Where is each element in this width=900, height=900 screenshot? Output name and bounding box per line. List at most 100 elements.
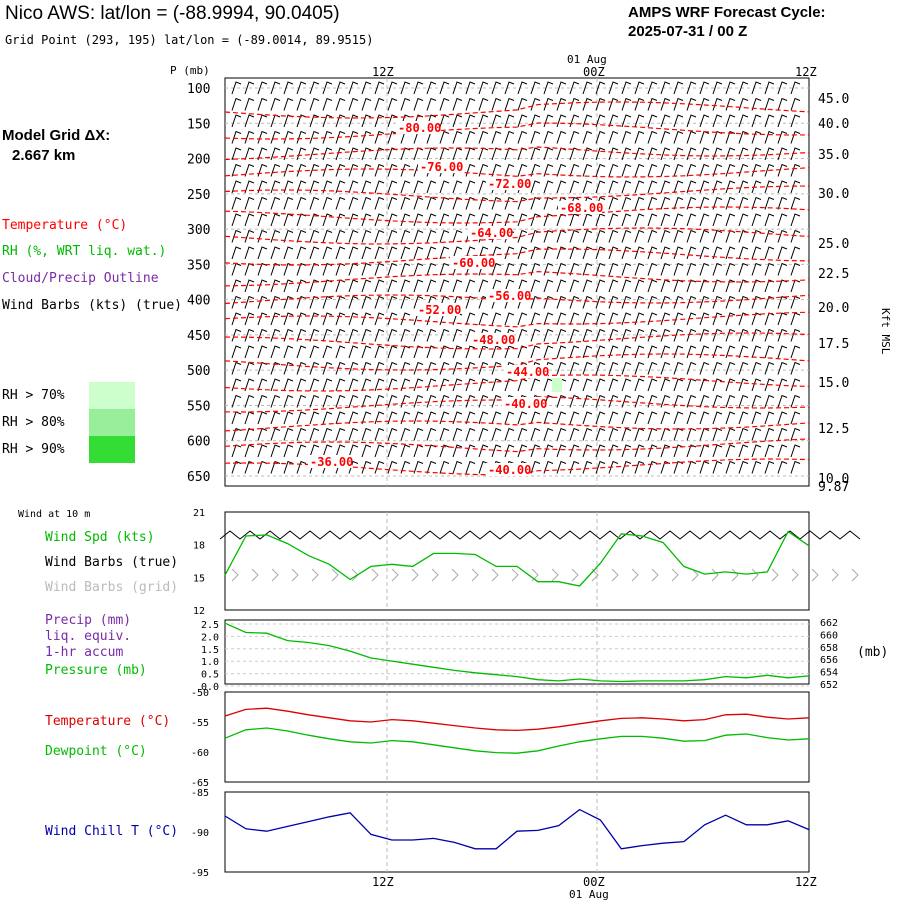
wind-barb [569,114,580,128]
wind-barb [686,361,697,375]
wind-barb [465,427,476,441]
wind-barb [660,312,671,326]
wind-barb [556,279,567,293]
wind-barb [582,295,593,309]
wind-barb [517,444,528,458]
wind-barb [556,345,567,359]
wind-barb [777,427,788,441]
wind-barb [413,411,424,425]
wind-barb [608,229,619,243]
wind-barb [322,394,333,408]
wind-barb [270,196,281,210]
wind-barb [387,394,398,408]
wind-barb [244,97,255,111]
wind-barb [751,411,762,425]
wind-barb [582,130,593,144]
grid-wind-barb [811,568,819,582]
wind-barb [374,246,385,260]
wind-barb [725,361,736,375]
wind-barb [374,345,385,359]
wind-barb [491,262,502,276]
wind-barb [244,444,255,458]
wind-barb [790,345,801,359]
wind-barb [400,229,411,243]
wind-barb [608,295,619,309]
wind-barb [361,444,372,458]
wind-barb [530,81,541,95]
wind-barb [348,361,359,375]
rh-bin-70-label: RH > 70% [2,388,65,403]
wind-barb [673,460,684,474]
wind-barb [738,246,749,260]
grid-wind-barb [671,568,679,582]
wind-barb [595,394,606,408]
wind-barb [517,427,528,441]
wind-barb [621,81,632,95]
wind-barb [400,180,411,194]
wind-barb [322,246,333,260]
wind-barb [309,427,320,441]
wind-barb [270,97,281,111]
wind-barb [569,229,580,243]
grid-wind-barb [291,568,299,582]
wind-barb [439,328,450,342]
temp-panel-frame [224,691,810,783]
wind-barb [413,213,424,227]
windchill-tick-label: -95 [191,868,209,879]
wind-barb [465,460,476,474]
pressure-line [224,622,810,683]
wind-barb [478,312,489,326]
wind-barb [413,295,424,309]
wind-barb [374,328,385,342]
wind-barb [231,180,242,194]
wind-barb [413,97,424,111]
wind-barb [569,262,580,276]
wind-barb [647,180,658,194]
wind-barb [296,114,307,128]
wind-barb [569,246,580,260]
wind-barb [491,378,502,392]
wind-barb [426,229,437,243]
wind-barb [738,196,749,210]
wind-barb [465,180,476,194]
wind-barb [244,81,255,95]
wind-barb [569,163,580,177]
wind-barb [439,444,450,458]
wind-barb [426,262,437,276]
wind-barb [491,97,502,111]
wind-barb [686,180,697,194]
isotherm-label: -60.00 [452,256,495,270]
wind-barb [543,81,554,95]
wind-barb [348,378,359,392]
wind-barb [257,97,268,111]
wind-barb [426,246,437,260]
grid-wind-barb [451,568,459,582]
wind-barb [712,213,723,227]
wind-barb [348,180,359,194]
wind-barb [673,444,684,458]
wind-barb [400,97,411,111]
wind-barb [452,279,463,293]
wind-barb [361,196,372,210]
wind-barb [686,97,697,111]
wind-barb [673,180,684,194]
wind-barb [647,444,658,458]
wind-barb [712,394,723,408]
wind-barb [725,147,736,161]
grid-wind-barb [571,568,579,582]
wind-10m-header: Wind at 10 m [18,509,91,520]
wind-barb [244,378,255,392]
wind-barb [712,328,723,342]
isotherm-label-bg [308,455,352,468]
top-date-label: 01 Aug [567,53,607,66]
wind-barb [751,246,762,260]
wind-barb [790,460,801,474]
wind-barb [413,460,424,474]
wind-barb [517,279,528,293]
wind-barb [777,81,788,95]
wind-barb [621,163,632,177]
bottom-tick-12z-b: 12Z [795,875,817,889]
wind-barb [270,444,281,458]
wind-barb [387,427,398,441]
wind-barb [543,180,554,194]
